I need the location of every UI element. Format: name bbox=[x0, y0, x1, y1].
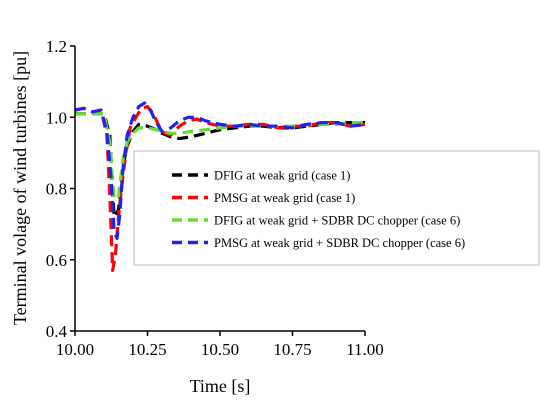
ticks: 10.00 10.25 10.50 10.75 11.00 0.4 0.6 0.8 1.0 1.2 bbox=[46, 37, 384, 359]
x-tick-label: 10.25 bbox=[128, 340, 166, 359]
y-tick-label: 0.6 bbox=[46, 251, 67, 270]
x-tick-label: 10.00 bbox=[56, 340, 94, 359]
series-group bbox=[74, 101, 366, 272]
y-tick-label: 1.2 bbox=[46, 37, 67, 56]
legend-label-1: DFIG at weak grid (case 1) bbox=[214, 169, 350, 183]
y-tick-label: 0.8 bbox=[46, 180, 67, 199]
series-line-4 bbox=[74, 101, 366, 240]
series-line-3 bbox=[75, 112, 365, 201]
legend: DFIG at weak grid (case 1) PMSG at weak g… bbox=[133, 150, 540, 266]
legend-label-2: PMSG at weak grid (case 1) bbox=[214, 191, 355, 205]
y-tick-label: 1.0 bbox=[46, 108, 67, 127]
legend-box bbox=[133, 150, 540, 266]
legend-label-3: DFIG at weak grid + SDBR DC chopper (cas… bbox=[214, 214, 460, 228]
x-axis-title: Time [s] bbox=[190, 376, 251, 396]
y-tick-label: 0.4 bbox=[46, 322, 68, 341]
legend-label-4: PMSG at weak grid + SDBR DC chopper (cas… bbox=[214, 236, 465, 250]
x-tick-label: 10.50 bbox=[201, 340, 239, 359]
x-tick-label: 11.00 bbox=[346, 340, 384, 359]
x-tick-label: 10.75 bbox=[273, 340, 311, 359]
y-axis-title: Terminal volage of wind turbines [pu] bbox=[10, 51, 30, 325]
